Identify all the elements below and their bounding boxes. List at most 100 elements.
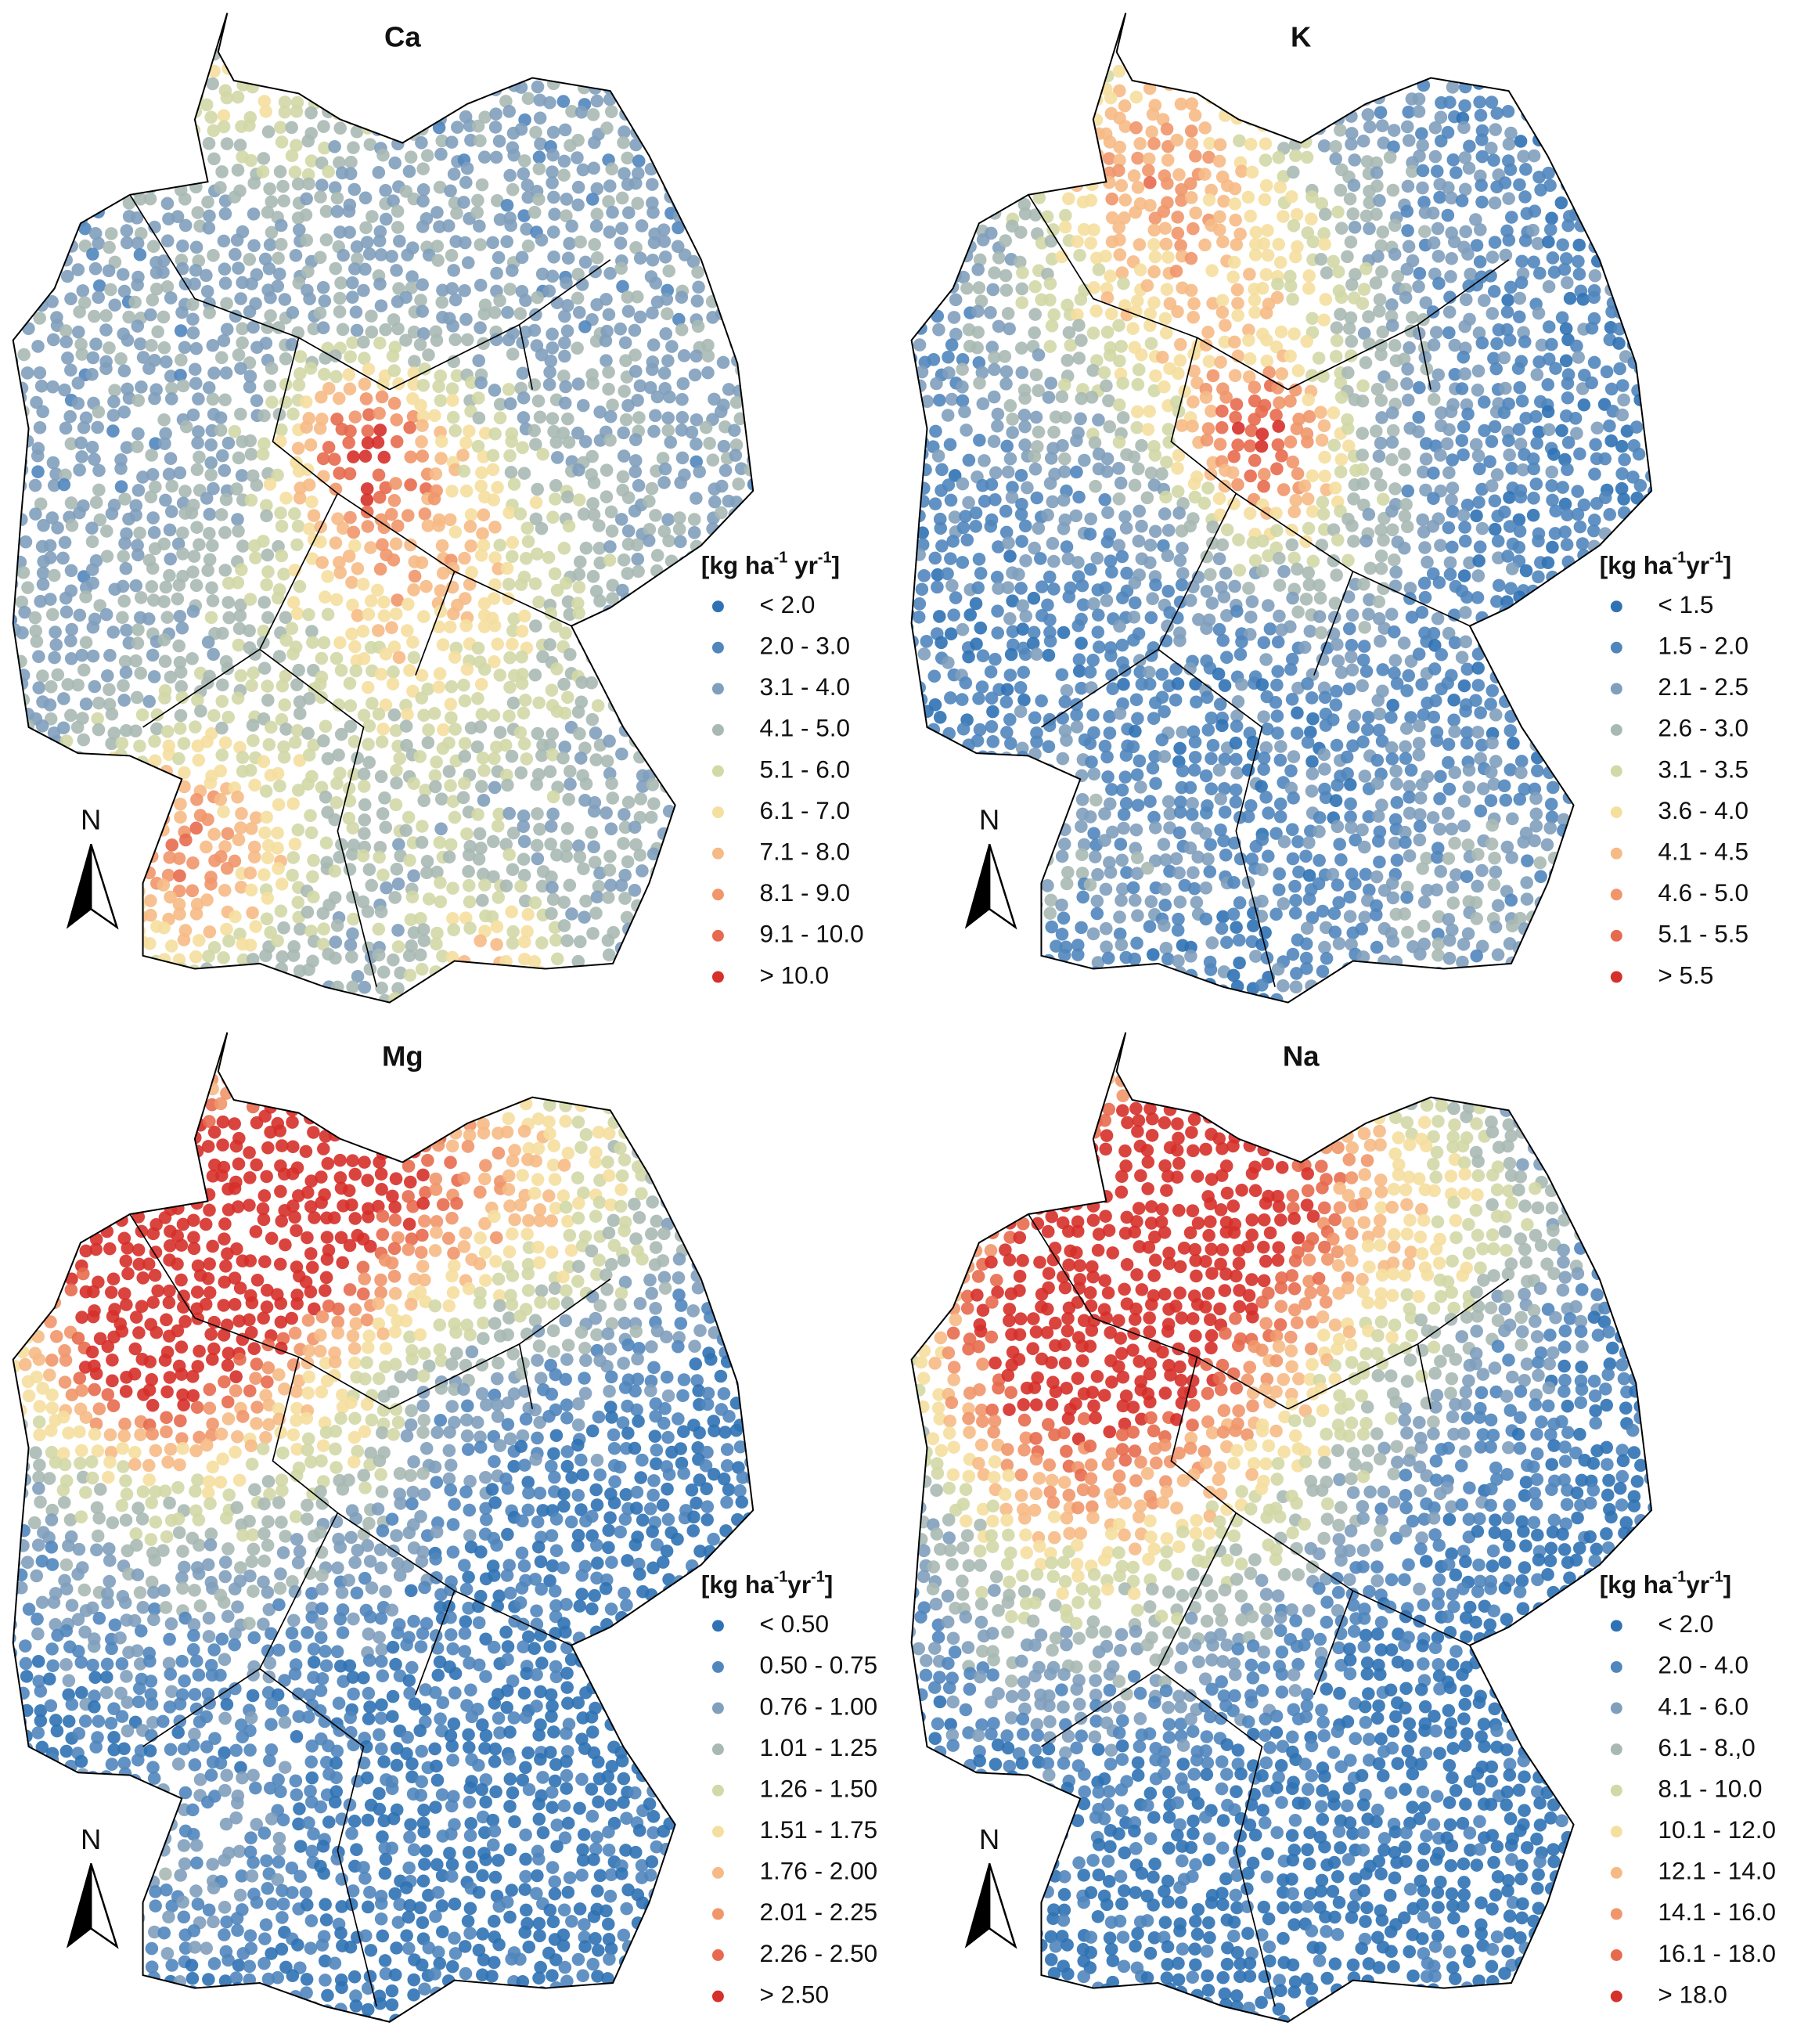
sample-dot bbox=[145, 579, 159, 593]
sample-dot bbox=[676, 377, 690, 391]
sample-dot bbox=[573, 726, 586, 741]
sample-dot bbox=[76, 170, 89, 184]
sample-dot bbox=[45, 840, 59, 853]
sample-dot bbox=[614, 322, 627, 336]
sample-dot bbox=[1377, 80, 1391, 94]
sample-dot bbox=[574, 980, 589, 994]
sample-dot bbox=[71, 377, 85, 390]
sample-dot bbox=[291, 177, 305, 191]
sample-dot bbox=[617, 837, 630, 850]
sample-dot bbox=[128, 724, 142, 738]
sample-dot bbox=[571, 268, 585, 281]
sample-dot bbox=[603, 70, 618, 83]
sample-dot bbox=[444, 698, 458, 711]
sample-dot bbox=[457, 35, 470, 49]
sample-dot bbox=[332, 698, 346, 712]
sample-dot bbox=[1615, 439, 1629, 453]
sample-dot bbox=[337, 78, 350, 92]
sample-dot bbox=[234, 669, 248, 683]
sample-dot bbox=[207, 366, 221, 380]
sample-dot bbox=[447, 923, 460, 937]
sample-dot bbox=[948, 81, 961, 96]
sample-dot bbox=[117, 892, 131, 906]
sample-dot bbox=[679, 91, 693, 105]
sample-dot bbox=[149, 40, 164, 53]
sample-dot bbox=[347, 912, 360, 926]
sample-dot bbox=[160, 279, 175, 294]
sample-dot bbox=[357, 767, 371, 781]
sample-dot bbox=[292, 276, 306, 290]
sample-dot bbox=[188, 362, 202, 377]
sample-dot bbox=[1091, 34, 1104, 48]
sample-dot bbox=[676, 85, 690, 99]
sample-dot bbox=[133, 247, 147, 261]
sample-dot bbox=[746, 723, 754, 737]
sample-dot bbox=[715, 262, 729, 276]
sample-dot bbox=[1313, 36, 1327, 50]
sample-dot bbox=[175, 261, 189, 276]
sample-dot bbox=[261, 851, 275, 865]
sample-dot bbox=[361, 105, 375, 118]
sample-dot bbox=[918, 263, 932, 276]
sample-dot bbox=[133, 337, 147, 351]
sample-dot bbox=[1345, 13, 1358, 20]
sample-dot bbox=[376, 77, 390, 91]
sample-dot bbox=[1147, 296, 1161, 309]
sample-dot bbox=[1561, 391, 1575, 405]
sample-dot bbox=[18, 299, 32, 312]
sample-dot bbox=[333, 291, 347, 305]
sample-dot bbox=[416, 183, 430, 196]
sample-dot bbox=[13, 381, 15, 395]
sample-dot bbox=[1590, 67, 1604, 81]
sample-dot bbox=[531, 394, 546, 408]
sample-dot bbox=[685, 578, 698, 592]
sample-dot bbox=[62, 65, 76, 79]
sample-dot bbox=[663, 668, 677, 682]
sample-dot bbox=[57, 898, 71, 912]
sample-dot bbox=[1488, 494, 1502, 508]
sample-dot bbox=[490, 266, 503, 280]
sample-dot bbox=[1640, 227, 1652, 240]
sample-dot bbox=[657, 476, 671, 489]
sample-dot bbox=[13, 681, 20, 695]
sample-dot bbox=[173, 655, 187, 669]
sample-dot bbox=[489, 333, 503, 347]
sample-dot bbox=[1058, 220, 1072, 234]
sample-dot bbox=[550, 451, 564, 464]
sample-dot bbox=[1429, 13, 1443, 23]
sample-dot bbox=[1601, 164, 1615, 178]
sample-dot bbox=[460, 161, 474, 175]
sample-dot bbox=[662, 534, 675, 548]
sample-dot bbox=[1428, 150, 1442, 164]
sample-dot bbox=[942, 350, 955, 364]
sample-dot bbox=[346, 336, 359, 350]
sample-dot bbox=[218, 262, 232, 276]
sample-dot bbox=[747, 894, 754, 907]
sample-dot bbox=[33, 366, 47, 380]
sample-dot bbox=[1205, 183, 1218, 197]
sample-dot bbox=[515, 251, 529, 265]
sample-dot bbox=[557, 168, 571, 182]
sample-dot bbox=[1633, 13, 1646, 19]
sample-dot bbox=[657, 235, 672, 248]
sample-dot bbox=[589, 584, 603, 598]
sample-dot bbox=[275, 76, 289, 90]
sample-dot bbox=[632, 597, 646, 611]
sample-dot bbox=[1332, 13, 1346, 27]
sample-dot bbox=[374, 248, 388, 261]
sample-dot bbox=[1457, 350, 1471, 364]
sample-dot bbox=[116, 611, 129, 625]
sample-dot bbox=[660, 899, 674, 912]
sample-dot bbox=[416, 305, 430, 318]
sample-dot bbox=[1635, 137, 1648, 151]
sample-dot bbox=[731, 849, 744, 863]
sample-dot bbox=[528, 424, 541, 438]
sample-dot bbox=[378, 791, 391, 805]
sample-dot bbox=[71, 997, 85, 1003]
sample-dot bbox=[628, 677, 642, 691]
sample-dot bbox=[1334, 452, 1349, 467]
sample-dot bbox=[1460, 498, 1475, 512]
sample-dot bbox=[29, 862, 42, 876]
sample-dot bbox=[85, 367, 99, 381]
sample-dot bbox=[430, 66, 443, 79]
